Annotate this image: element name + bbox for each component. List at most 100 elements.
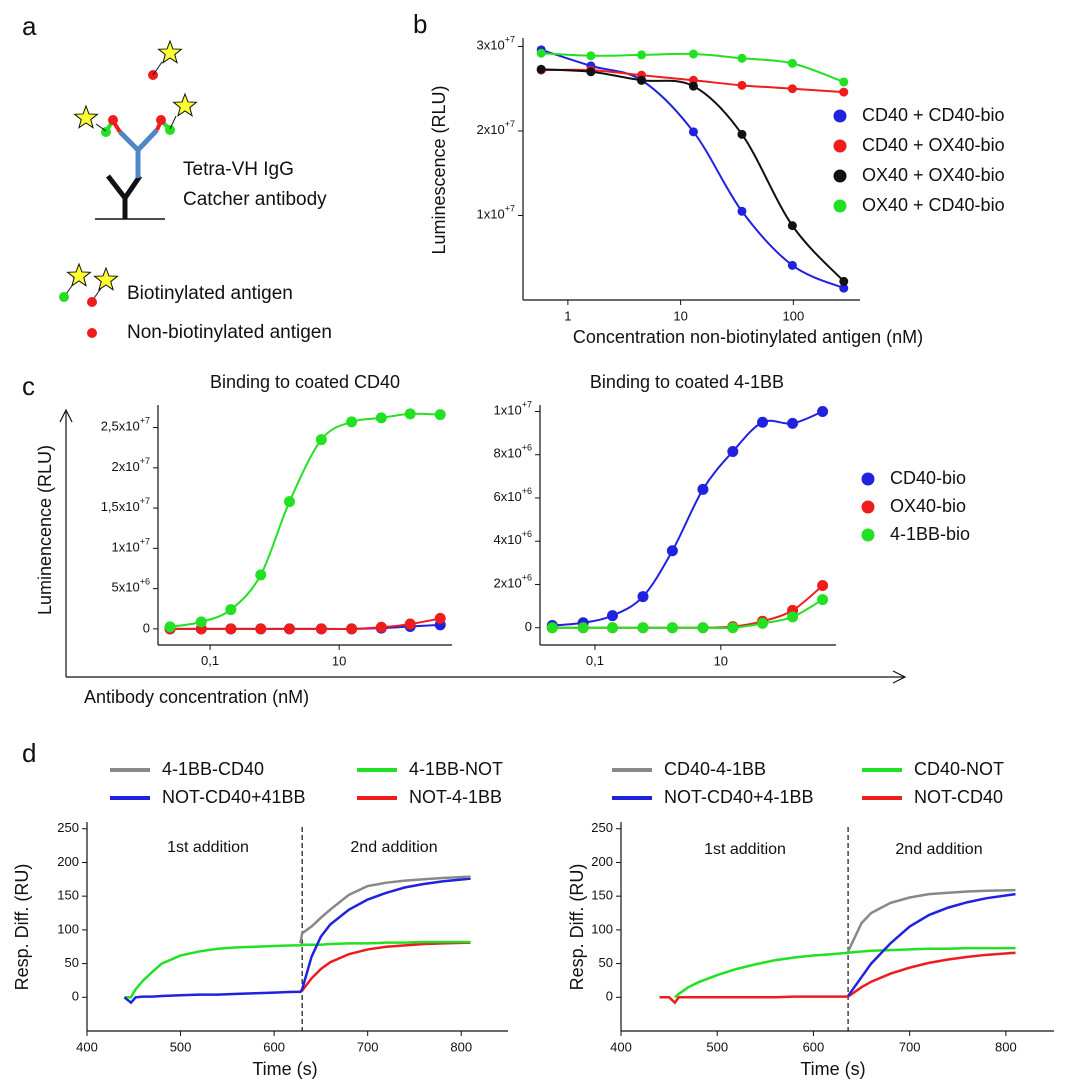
- legend-label: NOT-CD40+41BB: [162, 787, 306, 807]
- chart: Time (s) Resp. Diff. (RU) 1st addition 2nd …: [567, 759, 1054, 1079]
- legend-label: OX40 + CD40-bio: [862, 195, 1005, 215]
- legend-label: 4-1BB-CD40: [162, 759, 264, 779]
- tick-label: 10: [332, 653, 346, 668]
- legend-label: CD40 + CD40-bio: [862, 105, 1005, 125]
- data-point: [637, 622, 649, 634]
- annotation: 2nd addition: [895, 841, 982, 858]
- tick-label: 100: [591, 921, 613, 936]
- legend-label: CD40-bio: [890, 468, 966, 488]
- legend-swatch: [861, 472, 875, 486]
- annotation: 1st addition: [167, 839, 249, 856]
- series-line: [124, 940, 471, 999]
- data-point: [637, 50, 647, 60]
- tick-label: 1,5x10+7: [101, 496, 150, 514]
- data-point: [606, 610, 618, 622]
- tick-label: 2x10+7: [477, 119, 515, 137]
- legend-label: NOT-CD40: [914, 787, 1003, 807]
- diagram-legend: Biotinylated antigen: [127, 283, 293, 304]
- star-shape: [157, 39, 183, 64]
- data-point: [839, 77, 849, 87]
- y-axis-title: Resp. Diff. (RU): [12, 864, 32, 991]
- biotin: [165, 125, 175, 135]
- tick-label: 200: [57, 854, 79, 869]
- tick-label: 500: [170, 1039, 192, 1054]
- star-shape: [93, 266, 119, 291]
- star-link: [95, 123, 107, 132]
- data-point: [737, 129, 747, 139]
- legend-label: CD40-4-1BB: [664, 759, 766, 779]
- tick-exponent: +7: [505, 119, 515, 129]
- data-point: [586, 51, 596, 61]
- arrow-head: [892, 670, 907, 684]
- data-point: [787, 417, 799, 429]
- tick-exponent: +6: [522, 530, 532, 540]
- data-point: [688, 49, 698, 59]
- data-point: [255, 569, 267, 581]
- tick-exponent: +7: [522, 400, 532, 410]
- tick-label: 1x10+7: [112, 537, 150, 555]
- series-line: [299, 875, 471, 944]
- x-axis-title: Concentration non-biotinylated antigen (…: [573, 327, 923, 347]
- chart-title: Binding to coated 4-1BB: [590, 372, 784, 392]
- tick-exponent: +7: [140, 416, 150, 426]
- series-line: [170, 617, 441, 631]
- tick-exponent: +7: [140, 537, 150, 547]
- tick-exponent: +6: [140, 577, 150, 587]
- series-line: [169, 412, 441, 628]
- tick-label: 800: [995, 1039, 1017, 1054]
- tick-label: 0: [143, 620, 150, 635]
- legend-label: 4-1BB-bio: [890, 524, 970, 544]
- data-point: [637, 591, 649, 603]
- tick-label: 50: [65, 955, 79, 970]
- x-axis-title: Time (s): [800, 1059, 865, 1079]
- tick-exponent: +7: [505, 204, 515, 214]
- data-point: [283, 623, 295, 635]
- legend-swatch: [833, 199, 847, 213]
- legend-swatch: [833, 109, 847, 123]
- tick-label-text: 1,5x10: [101, 500, 140, 515]
- non-biotinylated-antigen: [156, 115, 166, 125]
- tick-label: 8x10+6: [494, 443, 532, 461]
- non-biotinylated-antigen: [108, 115, 118, 125]
- tick-exponent: +6: [522, 486, 532, 496]
- tick-label: 6x10+6: [494, 486, 532, 504]
- data-point: [434, 409, 446, 421]
- data-point: [787, 58, 797, 68]
- legend-label: CD40 + OX40-bio: [862, 135, 1005, 155]
- star-shape: [172, 92, 198, 117]
- series-line: [541, 68, 845, 283]
- data-point: [688, 127, 698, 137]
- antigen: [87, 328, 97, 338]
- tick-label-text: 8x10: [494, 446, 522, 461]
- data-point: [577, 622, 589, 634]
- tick-label: 0: [525, 619, 532, 634]
- data-point: [787, 221, 797, 231]
- tick-label: 100: [783, 308, 805, 323]
- data-point: [346, 416, 358, 428]
- star: [172, 92, 198, 117]
- data-point: [586, 67, 596, 77]
- data-point: [839, 87, 849, 97]
- tick-label: 4x10+6: [494, 530, 532, 548]
- tick-label: 5x10+6: [112, 577, 150, 595]
- star: [66, 262, 92, 287]
- star-link: [169, 115, 177, 130]
- data-point: [787, 611, 799, 623]
- data-point: [536, 48, 546, 58]
- panel-label: c: [22, 371, 35, 401]
- tick-label: 0: [72, 989, 79, 1004]
- series-line: [552, 598, 824, 630]
- tick-label-text: 4x10: [494, 533, 522, 548]
- tick-label-text: 2x10: [112, 459, 140, 474]
- legend-label: OX40 + OX40-bio: [862, 165, 1005, 185]
- tick-label: 2x10+7: [112, 456, 150, 474]
- tick-label-text: 5x10: [112, 580, 140, 595]
- legend-swatch: [833, 169, 847, 183]
- diagram-legend: Non-biotinylated antigen: [127, 322, 332, 343]
- data-point: [737, 53, 747, 63]
- chart-title: Binding to coated CD40: [210, 372, 400, 392]
- tick-label: 1x10+7: [477, 204, 515, 222]
- tick-label: 100: [57, 921, 79, 936]
- tick-label-text: 6x10: [494, 489, 522, 504]
